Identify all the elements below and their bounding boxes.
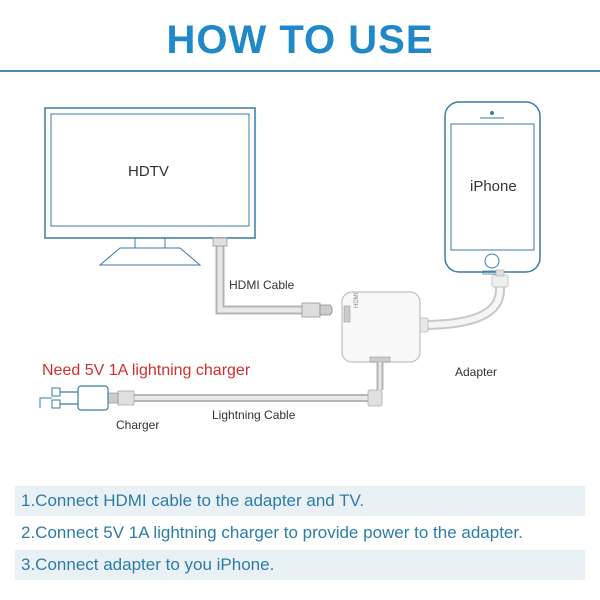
step-3: 3.Connect adapter to you iPhone. <box>15 550 585 580</box>
charger-icon <box>40 386 108 410</box>
adapter-cable <box>416 270 508 332</box>
adapter-label: Adapter <box>455 365 497 379</box>
title-underline <box>0 70 600 72</box>
step-2: 2.Connect 5V 1A lightning charger to pro… <box>15 518 585 548</box>
charger-label: Charger <box>116 418 159 432</box>
svg-text:HDMI: HDMI <box>354 292 360 308</box>
lightning-cable-label: Lightning Cable <box>212 408 295 422</box>
step-1: 1.Connect HDMI cable to the adapter and … <box>15 486 585 516</box>
page-title: HOW TO USE <box>0 18 600 63</box>
hdmi-cable-label: HDMI Cable <box>229 278 294 292</box>
instructions-list: 1.Connect HDMI cable to the adapter and … <box>15 486 585 582</box>
iphone-label: iPhone <box>470 178 517 195</box>
adapter-body: HDMI <box>342 292 420 362</box>
charger-warning: Need 5V 1A lightning charger <box>42 362 250 380</box>
hdtv-label: HDTV <box>128 163 169 180</box>
connection-diagram: HDMI <box>0 80 600 470</box>
